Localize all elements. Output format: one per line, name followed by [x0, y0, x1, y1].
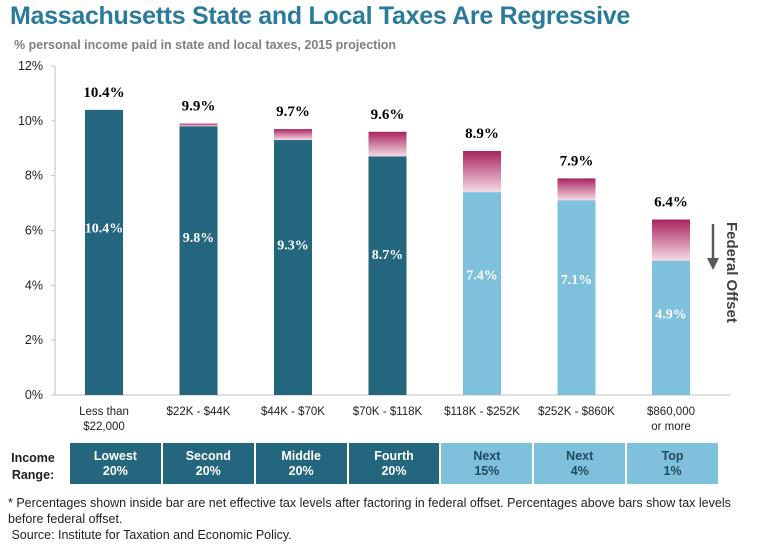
y-tick-label: 4%	[25, 278, 43, 292]
x-category-label: $22,000	[83, 421, 125, 433]
y-tick-label: 2%	[25, 333, 43, 347]
bar-top-label: 9.7%	[276, 104, 310, 120]
income-range-cell: Lowest 20%	[70, 443, 161, 484]
income-range-share: 20%	[102, 463, 128, 478]
y-tick-label: 8%	[25, 169, 43, 183]
bar-net-segment	[179, 126, 218, 396]
income-range-name: Fourth	[374, 448, 414, 463]
y-tick-label: 12%	[18, 59, 43, 73]
bar-net-segment	[85, 109, 123, 395]
bar-inside-label: 7.1%	[561, 273, 593, 288]
x-category-label: Less than	[79, 406, 129, 418]
x-category-label: $44K - $70K	[261, 406, 325, 418]
bar-inside-label: 10.4%	[85, 221, 124, 236]
bar-top-label: 6.4%	[654, 195, 688, 211]
bar-top-label: 9.9%	[182, 99, 216, 115]
income-range-row: Lowest 20% Second 20% Middle 20% Fourth 20% Next…	[70, 443, 719, 484]
income-range-cell: Next 15%	[441, 443, 533, 484]
income-range-cell: Middle 20%	[255, 443, 347, 484]
bar-inside-label: 7.4%	[466, 268, 498, 283]
income-range-name: Top	[661, 448, 684, 463]
income-range-share: 20%	[195, 463, 221, 478]
x-category-label: $252K - $860K	[538, 406, 615, 418]
chart-subtitle: % personal income paid in state and loca…	[14, 38, 397, 52]
bar-inside-label: 9.8%	[183, 231, 215, 246]
income-range-share: 4%	[570, 463, 589, 478]
bar-offset-segment	[274, 129, 312, 141]
footnote-source: Source: Institute for Taxation and Econo…	[8, 528, 292, 542]
x-category-label: $70K - $118K	[353, 406, 423, 418]
x-category-label: or more	[651, 421, 691, 433]
federal-offset-annotation: Federal Offset	[723, 222, 740, 323]
bar-inside-label: 9.3%	[277, 239, 309, 254]
bar-top-label: 10.4%	[83, 85, 124, 101]
income-range-cell: Top 1%	[627, 443, 719, 484]
footnote-text: * Percentages shown inside bar are net e…	[8, 496, 731, 526]
income-range-name: Next	[473, 448, 501, 463]
income-range-name: Second	[185, 448, 231, 463]
footnote: * Percentages shown inside bar are net e…	[8, 495, 764, 543]
income-range-share: 1%	[663, 463, 682, 478]
bar-offset-segment	[557, 178, 596, 201]
x-category-label: $860,000	[647, 406, 695, 418]
income-range-share: 15%	[474, 463, 500, 478]
x-category-label: $22K - $44K	[167, 406, 231, 418]
bar-net-segment	[463, 192, 501, 395]
bar-inside-label: 4.9%	[655, 307, 687, 322]
bar-top-label: 9.6%	[371, 107, 405, 123]
y-tick-label: 0%	[25, 388, 43, 402]
bar-offset-segment	[463, 150, 501, 193]
federal-offset-arrowhead	[707, 258, 719, 270]
bar-offset-segment	[652, 219, 690, 261]
bar-offset-segment	[179, 123, 218, 127]
income-range-name: Next	[566, 448, 594, 463]
income-range-name: Lowest	[93, 448, 137, 463]
income-range-share: 20%	[288, 463, 314, 478]
bar-net-segment	[652, 260, 690, 395]
bar-offset-segment	[368, 131, 407, 157]
bar-net-segment	[368, 156, 407, 395]
y-tick-label: 6%	[25, 224, 43, 238]
income-range-cell: Fourth 20%	[348, 443, 440, 484]
income-range-cell: Second 20%	[162, 443, 254, 484]
chart-title: Massachusetts State and Local Taxes Are …	[10, 2, 631, 30]
y-tick-label: 10%	[18, 114, 43, 128]
bar-top-label: 7.9%	[560, 153, 594, 169]
income-range-label: Income Range:	[11, 451, 55, 482]
income-range-name: Middle	[281, 448, 321, 463]
bar-net-segment	[557, 200, 596, 395]
bar-net-segment	[274, 140, 312, 395]
bar-inside-label: 8.7%	[372, 248, 404, 263]
bar-top-label: 8.9%	[465, 126, 499, 142]
x-category-label: $118K - $252K	[444, 406, 520, 418]
income-range-cell: Next 4%	[534, 443, 626, 484]
income-range-share: 20%	[381, 463, 407, 478]
